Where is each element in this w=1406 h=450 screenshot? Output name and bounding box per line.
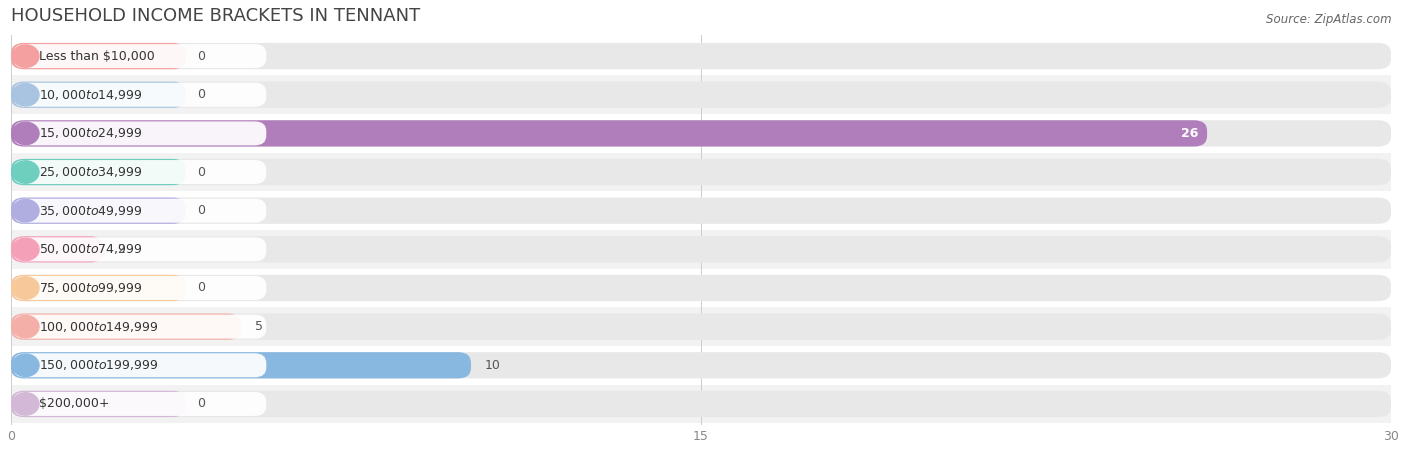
Bar	[11, 153, 1391, 191]
Text: $75,000 to $99,999: $75,000 to $99,999	[39, 281, 143, 295]
Text: 0: 0	[197, 204, 205, 217]
Text: $25,000 to $34,999: $25,000 to $34,999	[39, 165, 143, 179]
Text: 0: 0	[197, 88, 205, 101]
Circle shape	[13, 45, 39, 68]
Text: $10,000 to $14,999: $10,000 to $14,999	[39, 88, 143, 102]
FancyBboxPatch shape	[13, 276, 266, 300]
Text: 0: 0	[197, 282, 205, 294]
FancyBboxPatch shape	[11, 314, 1391, 340]
Bar	[11, 307, 1391, 346]
Bar	[11, 37, 1391, 76]
Bar	[11, 230, 1391, 269]
FancyBboxPatch shape	[11, 43, 186, 69]
FancyBboxPatch shape	[13, 353, 266, 377]
Text: $100,000 to $149,999: $100,000 to $149,999	[39, 320, 159, 333]
FancyBboxPatch shape	[13, 160, 266, 184]
FancyBboxPatch shape	[13, 199, 266, 223]
FancyBboxPatch shape	[13, 315, 266, 338]
Circle shape	[13, 277, 39, 299]
Text: $200,000+: $200,000+	[39, 397, 110, 410]
FancyBboxPatch shape	[11, 275, 1391, 301]
FancyBboxPatch shape	[13, 122, 266, 145]
Text: 5: 5	[254, 320, 263, 333]
FancyBboxPatch shape	[11, 159, 1391, 185]
FancyBboxPatch shape	[11, 314, 240, 340]
FancyBboxPatch shape	[13, 83, 266, 107]
FancyBboxPatch shape	[11, 391, 1391, 417]
FancyBboxPatch shape	[11, 236, 103, 262]
FancyBboxPatch shape	[11, 120, 1391, 147]
FancyBboxPatch shape	[11, 81, 1391, 108]
Bar	[11, 269, 1391, 307]
Circle shape	[13, 354, 39, 377]
FancyBboxPatch shape	[11, 198, 186, 224]
Text: 0: 0	[197, 50, 205, 63]
FancyBboxPatch shape	[13, 237, 266, 261]
Text: 0: 0	[197, 397, 205, 410]
Text: Less than $10,000: Less than $10,000	[39, 50, 155, 63]
FancyBboxPatch shape	[13, 392, 266, 416]
Circle shape	[13, 238, 39, 261]
Bar	[11, 76, 1391, 114]
Text: 26: 26	[1181, 127, 1198, 140]
Text: 2: 2	[117, 243, 125, 256]
FancyBboxPatch shape	[11, 352, 471, 378]
Bar	[11, 385, 1391, 423]
Text: 0: 0	[197, 166, 205, 179]
Circle shape	[13, 199, 39, 222]
Circle shape	[13, 393, 39, 415]
Text: HOUSEHOLD INCOME BRACKETS IN TENNANT: HOUSEHOLD INCOME BRACKETS IN TENNANT	[11, 7, 420, 25]
FancyBboxPatch shape	[11, 43, 1391, 69]
FancyBboxPatch shape	[13, 44, 266, 68]
FancyBboxPatch shape	[11, 81, 186, 108]
FancyBboxPatch shape	[11, 275, 186, 301]
FancyBboxPatch shape	[11, 159, 186, 185]
Text: $15,000 to $24,999: $15,000 to $24,999	[39, 126, 143, 140]
Circle shape	[13, 315, 39, 338]
FancyBboxPatch shape	[11, 352, 1391, 378]
Bar	[11, 114, 1391, 153]
Circle shape	[13, 161, 39, 183]
FancyBboxPatch shape	[11, 391, 186, 417]
Bar	[11, 191, 1391, 230]
Text: $35,000 to $49,999: $35,000 to $49,999	[39, 204, 143, 218]
Circle shape	[13, 122, 39, 144]
Bar	[11, 346, 1391, 385]
FancyBboxPatch shape	[11, 120, 1208, 147]
Text: $50,000 to $74,999: $50,000 to $74,999	[39, 243, 143, 256]
FancyBboxPatch shape	[11, 198, 1391, 224]
Text: 10: 10	[485, 359, 501, 372]
FancyBboxPatch shape	[11, 236, 1391, 262]
Circle shape	[13, 84, 39, 106]
Text: Source: ZipAtlas.com: Source: ZipAtlas.com	[1267, 14, 1392, 27]
Text: $150,000 to $199,999: $150,000 to $199,999	[39, 358, 159, 372]
